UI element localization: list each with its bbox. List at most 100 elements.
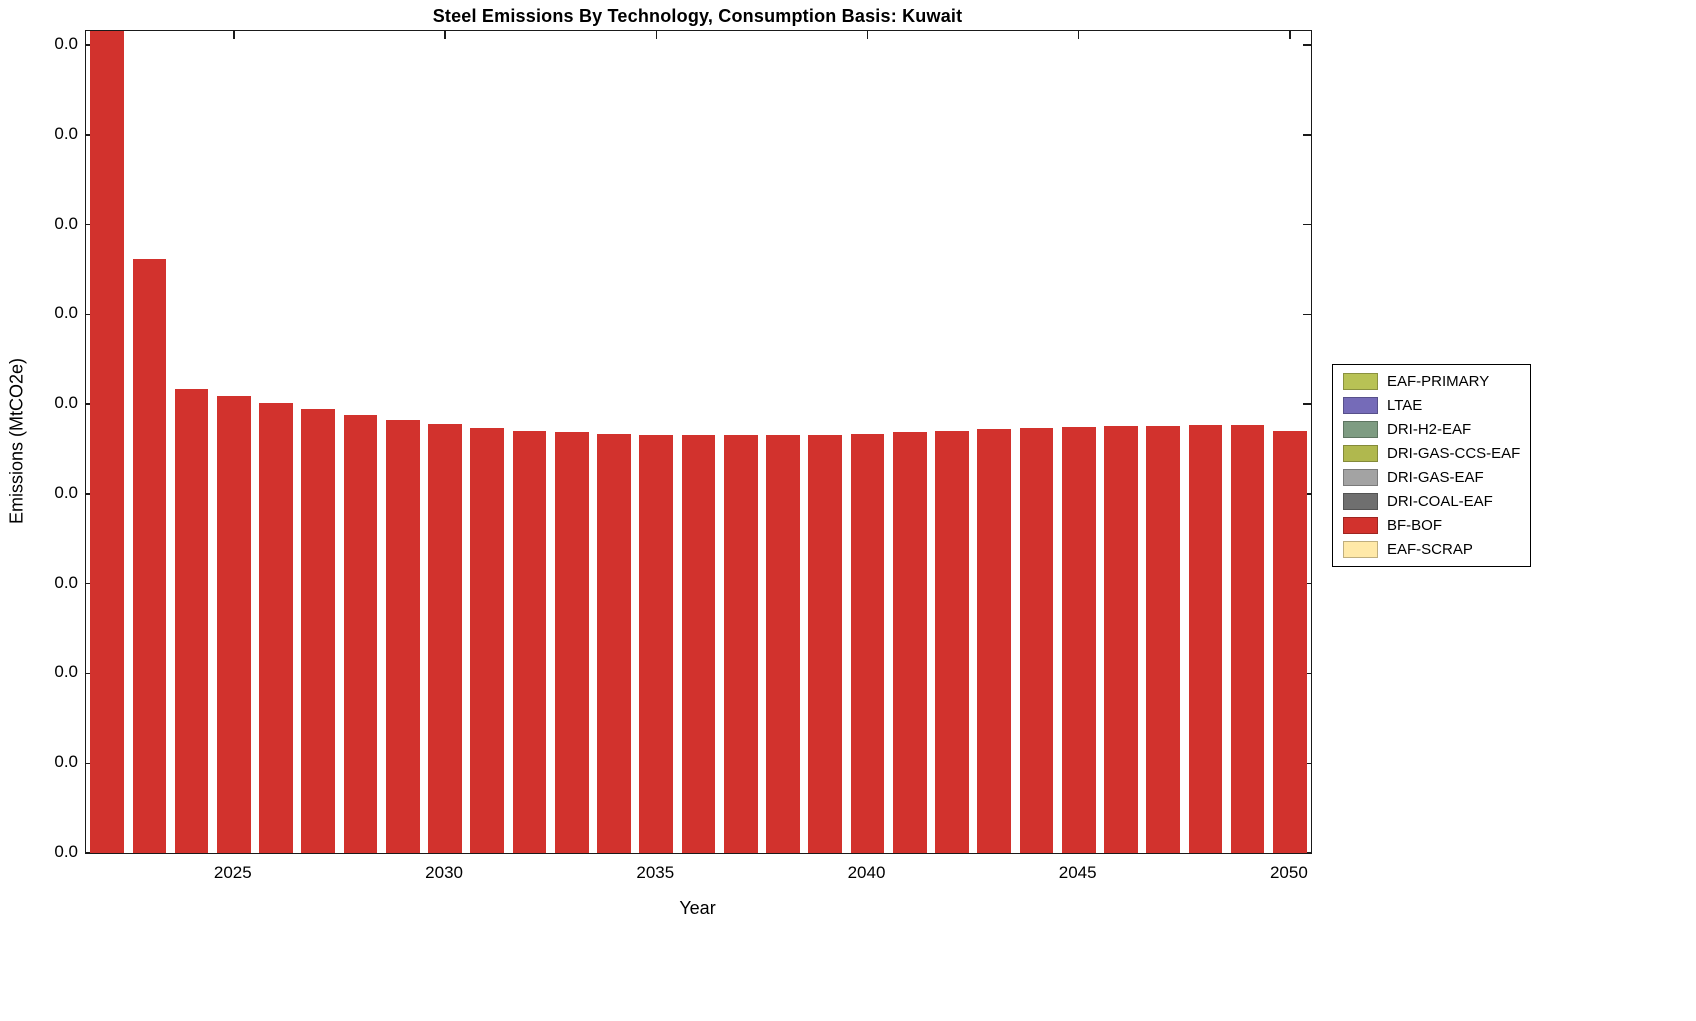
y-tick-right bbox=[1303, 223, 1311, 226]
legend-label: EAF-PRIMARY bbox=[1387, 373, 1490, 390]
y-tick-left bbox=[86, 672, 94, 675]
y-tick-left bbox=[86, 762, 94, 764]
x-tick-top bbox=[655, 31, 657, 39]
bar-2024 bbox=[174, 389, 209, 853]
bar-2029 bbox=[385, 419, 420, 853]
bar-2042 bbox=[935, 430, 969, 853]
y-axis-title: Emissions (MtCO2e) bbox=[6, 357, 27, 525]
y-tick-left bbox=[86, 493, 94, 495]
legend-label: DRI-GAS-CCS-EAF bbox=[1387, 445, 1521, 462]
bar-2050 bbox=[1273, 430, 1307, 853]
plot-area bbox=[85, 30, 1312, 854]
y-tick-right bbox=[1303, 493, 1311, 495]
bar-2025 bbox=[216, 396, 251, 853]
y-tick-left bbox=[86, 582, 94, 585]
bar-2035 bbox=[639, 434, 674, 853]
legend-label: DRI-H2-EAF bbox=[1387, 421, 1472, 438]
legend-swatch bbox=[1343, 397, 1378, 414]
bar-2034 bbox=[597, 433, 631, 853]
x-tick-top bbox=[866, 31, 869, 39]
y-tick-right bbox=[1303, 134, 1311, 136]
y-tick-right bbox=[1303, 403, 1311, 405]
bar-2036 bbox=[681, 435, 716, 853]
x-tick-label: 2025 bbox=[213, 863, 252, 882]
x-tick-top bbox=[1289, 31, 1291, 39]
y-tick-right bbox=[1303, 762, 1311, 764]
legend: EAF-PRIMARY LTAE DRI-H2-EAF DRI-GAS-CCS-EAF… bbox=[1332, 364, 1532, 567]
legend-swatch bbox=[1343, 445, 1378, 462]
bar-2023 bbox=[132, 258, 167, 853]
bar-2030 bbox=[428, 423, 462, 853]
legend-row: EAF-SCRAP bbox=[1343, 541, 1520, 558]
bar-2047 bbox=[1146, 425, 1181, 853]
y-tick-left bbox=[86, 852, 94, 853]
x-tick-top bbox=[444, 31, 446, 39]
bar-2028 bbox=[343, 414, 378, 853]
bar-2046 bbox=[1104, 426, 1138, 853]
legend-swatch bbox=[1343, 493, 1378, 510]
y-tick-left bbox=[86, 134, 94, 136]
x-axis-title: Year bbox=[679, 898, 716, 918]
bar-2039 bbox=[808, 434, 843, 853]
legend-swatch bbox=[1343, 469, 1378, 486]
y-tick-right bbox=[1303, 44, 1311, 46]
y-tick-label: 0.0 bbox=[54, 123, 78, 143]
legend-swatch bbox=[1343, 373, 1378, 390]
legend-label: DRI-COAL-EAF bbox=[1387, 493, 1493, 510]
legend-swatch bbox=[1343, 421, 1378, 438]
legend-label: EAF-SCRAP bbox=[1387, 541, 1473, 558]
bar-2026 bbox=[259, 403, 293, 853]
bar-2022 bbox=[90, 31, 124, 853]
x-tick-label: 2040 bbox=[847, 863, 886, 882]
y-tick-label: 0.0 bbox=[54, 662, 78, 682]
bar-2043 bbox=[977, 428, 1012, 853]
x-tick-top bbox=[1077, 31, 1080, 39]
y-tick-right bbox=[1303, 672, 1311, 675]
bar-2045 bbox=[1061, 427, 1096, 853]
legend-row: DRI-COAL-EAF bbox=[1343, 493, 1520, 510]
legend-row: LTAE bbox=[1343, 397, 1520, 414]
y-tick-label: 0.0 bbox=[54, 842, 78, 861]
y-tick-left bbox=[86, 44, 94, 46]
y-tick-label: 0.0 bbox=[54, 34, 78, 53]
legend-label: BF-BOF bbox=[1387, 517, 1442, 534]
bar-2031 bbox=[470, 428, 505, 853]
y-tick-left bbox=[86, 223, 94, 226]
y-tick-right bbox=[1303, 313, 1311, 316]
legend-row: BF-BOF bbox=[1343, 517, 1520, 534]
y-tick-label: 0.0 bbox=[54, 303, 78, 323]
bar-2037 bbox=[723, 435, 758, 853]
x-tick-label: 2035 bbox=[636, 863, 675, 882]
bar-2032 bbox=[512, 430, 547, 853]
legend-label: LTAE bbox=[1387, 397, 1423, 414]
x-tick-label: 2030 bbox=[425, 863, 463, 882]
legend-row: DRI-GAS-CCS-EAF bbox=[1343, 445, 1520, 462]
legend-swatch bbox=[1343, 541, 1378, 558]
bar-2048 bbox=[1188, 424, 1223, 853]
legend-row: DRI-H2-EAF bbox=[1343, 421, 1520, 438]
bar-2040 bbox=[850, 433, 885, 853]
y-tick-label: 0.0 bbox=[54, 752, 78, 772]
legend-row: EAF-PRIMARY bbox=[1343, 373, 1520, 390]
x-tick-label: 2050 bbox=[1269, 863, 1308, 882]
bar-2049 bbox=[1230, 424, 1265, 853]
y-tick-left bbox=[86, 313, 94, 316]
bar-2038 bbox=[766, 435, 800, 853]
legend-row: DRI-GAS-EAF bbox=[1343, 469, 1520, 486]
y-tick-left bbox=[86, 403, 94, 405]
y-tick-label: 0.0 bbox=[54, 213, 78, 233]
chart-title: Steel Emissions By Technology, Consumpti… bbox=[432, 6, 963, 26]
x-tick-top bbox=[233, 31, 235, 39]
legend-swatch bbox=[1343, 517, 1378, 534]
x-tick-label: 2045 bbox=[1058, 863, 1097, 882]
y-tick-right bbox=[1303, 582, 1311, 585]
y-tick-label: 0.0 bbox=[54, 572, 78, 592]
legend-label: DRI-GAS-EAF bbox=[1387, 469, 1484, 486]
bar-2033 bbox=[554, 432, 589, 853]
bar-2041 bbox=[892, 432, 927, 853]
y-tick-right bbox=[1303, 852, 1311, 853]
bar-2044 bbox=[1019, 428, 1054, 853]
bars-layer bbox=[86, 31, 1311, 853]
bar-2027 bbox=[301, 409, 336, 853]
